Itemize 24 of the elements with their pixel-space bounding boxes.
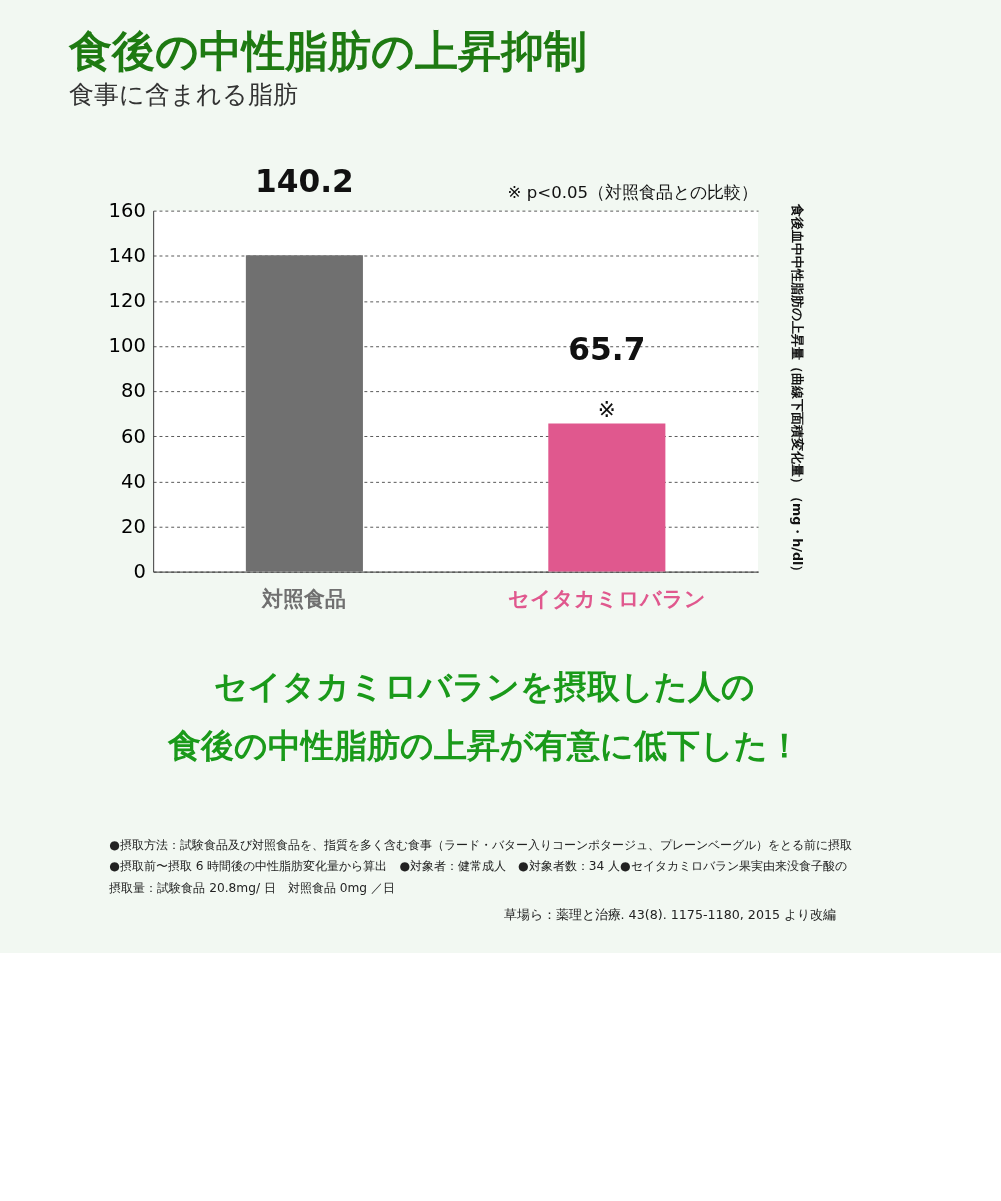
y-tick-label: 120 [108, 289, 146, 313]
y-tick-label: 60 [121, 424, 146, 448]
data-label: 65.7 [568, 330, 646, 367]
chart-subtitle: 食事に含まれる脂肪 [69, 79, 299, 110]
y-tick-label: 40 [121, 469, 146, 493]
text: 草場ら：薬理と治療. 43(8). 1175-1180, 2015 より改編 [503, 906, 837, 922]
x-tick-label: セイタカミロバラン [507, 586, 706, 612]
text: ※ p<0.05（対照食品との比較） [507, 182, 759, 202]
text: ●摂取方法：試験食品及び対照食品を、指質を多く含む食事（ラード・バター入りコーンポタージュ、プレーンベーグル）をとる前に摂取 [109, 837, 852, 852]
text: セイタカミロバランを摂取した人の [214, 667, 756, 707]
y-axis-title: 食後血中中性脂肪の上昇量（曲線下面積変化量）（mg・h/dl） [790, 202, 806, 579]
annotation: ※ [597, 396, 616, 422]
y-tick-label: 100 [108, 334, 146, 358]
data-label: 140.2 [255, 162, 354, 199]
text: ●摂取前〜摂取 6 時間後の中性脂肪変化量から算出 ●対象者：健常成人 ●対象者数：34 人●セイタカミロバラン果実由来没食子酸の [109, 859, 847, 874]
y-tick-label: 140 [108, 244, 146, 268]
text: 摂取量：試験食品 20.8mg/ 日 対照食品 0mg ／日 [109, 880, 395, 895]
y-tick-label: 20 [121, 514, 146, 538]
y-tick-label: 80 [121, 379, 146, 403]
text: 食後の中性脂肪の上昇が有意に低下した！ [167, 725, 802, 765]
y-tick-label: 0 [133, 559, 146, 583]
chart-title: 食後の中性脂肪の上昇抑制 [68, 26, 588, 77]
x-tick-label: 対照食品 [261, 586, 347, 612]
y-tick-label: 160 [108, 198, 146, 222]
